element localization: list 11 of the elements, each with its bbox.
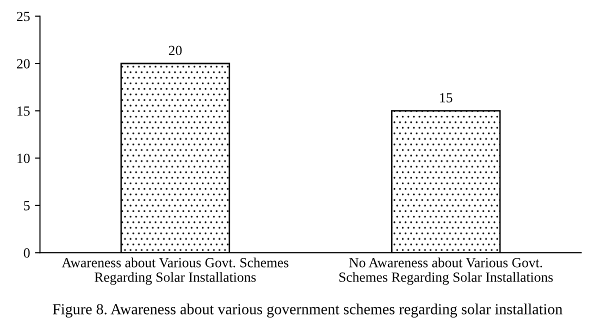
y-tick-label: 20 bbox=[16, 59, 30, 68]
x-tick-label: Awareness about Various Govt. Schemes Regarding Solar Installations bbox=[62, 258, 288, 285]
x-tick-label: No Awareness about Various Govt. Schemes Regarding Solar Installations bbox=[339, 258, 553, 285]
y-tick-label: 10 bbox=[18, 154, 30, 164]
y-tick-label: 15 bbox=[18, 106, 30, 116]
text: Figure 8. Awareness about various government schemes regarding solar installation bbox=[52, 304, 562, 318]
data-label: 15 bbox=[440, 93, 452, 102]
y-tick-label: 5 bbox=[24, 201, 30, 210]
y-tick-label: 0 bbox=[24, 248, 30, 258]
y-tick-label: 25 bbox=[16, 12, 30, 22]
data-label: 20 bbox=[168, 46, 182, 56]
